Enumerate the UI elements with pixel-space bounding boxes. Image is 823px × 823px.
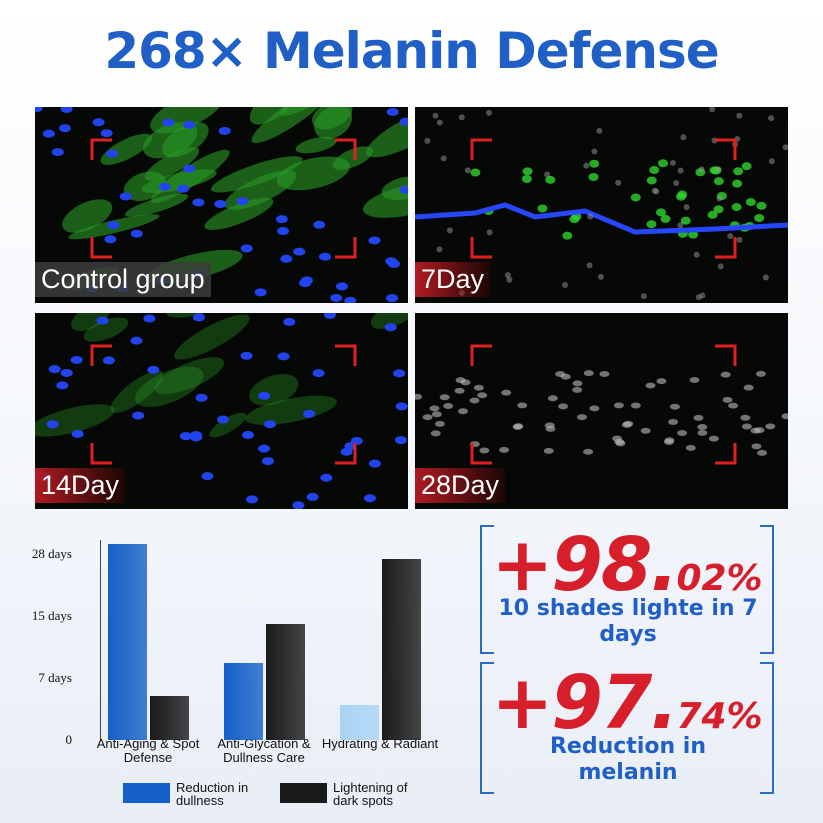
bracket [480, 525, 494, 654]
stat-big: +98. [491, 522, 678, 608]
x-tick-label: Anti-Glycation & Dullness Care [217, 736, 311, 765]
bar-chart: 0 7 days 15 days 28 days Anti-Aging & Spot D… [0, 520, 460, 823]
stat-value: +98.02% [477, 522, 777, 608]
y-tick-label: 0 [65, 732, 73, 747]
legend-swatch [280, 783, 327, 803]
image-art [35, 313, 408, 509]
stat-big: +97. [491, 660, 678, 746]
stat-caption: 10 shades lighte in 7 days [498, 596, 758, 647]
title: 268× Melanin Defense [104, 22, 719, 80]
bar [382, 558, 421, 740]
bar [150, 695, 189, 740]
stat-small: 74% [676, 696, 763, 737]
x-tick-label: Hydrating & Radiant [321, 736, 439, 751]
legend-label: Reduction in dullness [176, 780, 249, 808]
image-art [415, 107, 788, 301]
legend-swatch [123, 783, 170, 803]
legend-label: Lightening of dark spots [333, 780, 408, 808]
microscope-image: 14Day [35, 313, 408, 509]
x-tick-label: Anti-Aging & Spot Defense [96, 736, 200, 765]
microscope-image: 7Day [415, 107, 788, 303]
y-axis [100, 539, 101, 740]
image-art [415, 344, 788, 465]
bar [340, 704, 379, 740]
microscope-image: Control group [35, 107, 408, 303]
panel-label: 7Day [415, 262, 491, 297]
stat-caption: Reduction in melanin [549, 734, 706, 785]
stat-small: 02% [676, 558, 763, 599]
y-tick-label: 15 days [31, 608, 72, 623]
bar [224, 662, 263, 740]
microscope-image: 28Day [415, 313, 788, 509]
panel-label: 28Day [415, 468, 506, 503]
bracket [760, 662, 774, 794]
bar [108, 544, 147, 740]
bar [266, 623, 305, 740]
y-tick-label: 28 days [31, 546, 72, 561]
bracket [480, 662, 494, 794]
bracket [760, 525, 774, 654]
y-tick-label: 7 days [38, 670, 72, 685]
panel-label: Control group [35, 262, 211, 297]
image-art [35, 107, 408, 303]
stat-value: +97.74% [477, 660, 777, 746]
panel-label: 14Day [35, 468, 126, 503]
